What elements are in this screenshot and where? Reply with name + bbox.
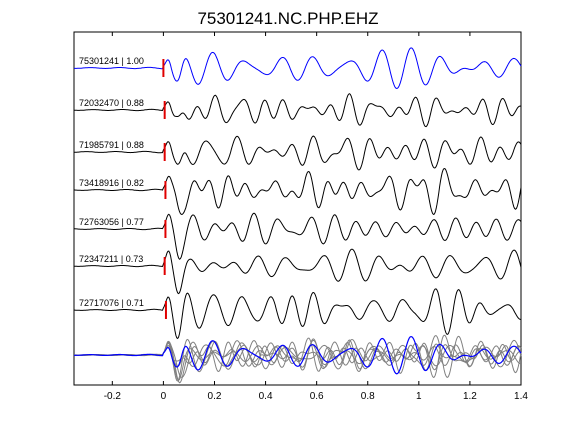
- trace-label: 72347211 | 0.73: [79, 254, 143, 264]
- trace-line: [73, 248, 522, 295]
- chart-title: 75301241.NC.PHP.EHZ: [197, 9, 378, 28]
- pick-marker-group: [162, 59, 167, 319]
- x-tick-label: 1.2: [463, 391, 477, 402]
- stack-trace-line: [73, 335, 521, 382]
- trace-label: 72763056 | 0.77: [79, 217, 144, 227]
- stacked-overlay: [73, 334, 522, 384]
- trace-line: [73, 212, 522, 260]
- x-tick-label: 1.4: [514, 391, 528, 402]
- x-tick-label: 0.4: [259, 391, 273, 402]
- x-tick-label: 0.8: [361, 391, 375, 402]
- trace-line: [73, 288, 521, 340]
- x-tick-label: 0.2: [208, 391, 222, 402]
- x-tick-label: -0.2: [104, 391, 122, 402]
- x-tick-label: 0: [161, 391, 167, 402]
- trace-group: [73, 47, 522, 340]
- trace-line: [73, 47, 522, 90]
- trace-line: [73, 93, 522, 128]
- trace-line: [74, 135, 522, 171]
- trace-label: 75301241 | 1.00: [79, 56, 144, 66]
- trace-label: 71985791 | 0.88: [79, 140, 144, 150]
- x-axis: -0.2 0 0.2 0.4 0.6 0.8 1 1.2 1.4: [104, 32, 528, 402]
- trace-line: [73, 167, 522, 215]
- trace-label: 72032470 | 0.88: [79, 98, 144, 108]
- x-tick-label: 1: [416, 391, 422, 402]
- trace-label-group: 75301241 | 1.00 72032470 | 0.88 71985791 |…: [79, 56, 144, 308]
- plot-frame: [73, 31, 522, 386]
- trace-label: 72717076 | 0.71: [79, 298, 144, 308]
- x-tick-label: 0.6: [310, 391, 324, 402]
- stack-reference-line: [74, 335, 522, 375]
- trace-label: 73418916 | 0.82: [79, 178, 144, 188]
